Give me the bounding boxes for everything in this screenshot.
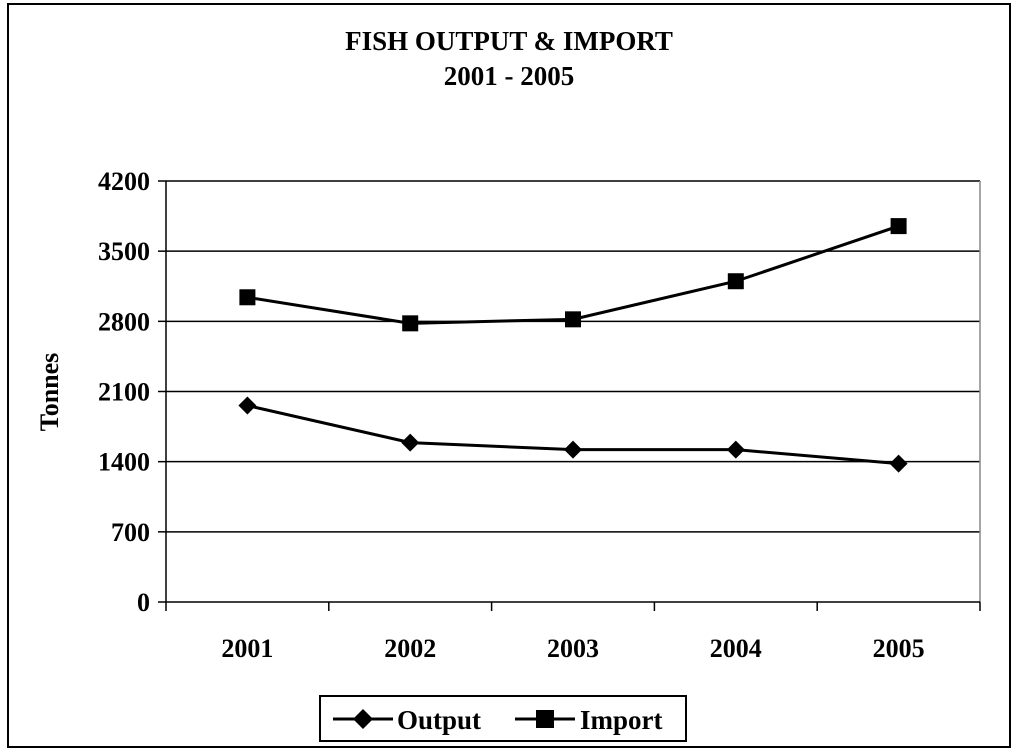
gridlines [166,180,980,533]
x-tick-label: 2002 [384,634,436,663]
chart-frame [7,3,1011,748]
output-point [889,454,908,473]
y-tick-label: 2100 [98,378,150,407]
output-point [564,440,582,459]
chart-title: FISH OUTPUT & IMPORT [345,26,673,56]
series-import [239,218,907,332]
y-tick-label: 2800 [98,307,150,336]
import-point [565,311,581,328]
series-output [238,396,908,473]
x-tick-label: 2001 [221,634,273,663]
x-tick-label: 2005 [873,634,925,663]
import-point [402,315,419,332]
legend-item-import: Import [515,705,663,735]
y-tick-label: 0 [137,588,150,617]
output-point [238,396,257,415]
y-tick-label: 1400 [98,448,150,477]
series-line-import [247,224,900,325]
x-tick-label: 2003 [547,634,599,663]
legend-marker-output [353,709,373,729]
import-point [727,273,744,290]
axes [158,180,981,611]
y-axis-label: Tonnes [35,353,64,432]
y-tick-labels: 0 700 1400 2100 2800 3500 4200 [98,167,150,617]
legend-label-output: Output [397,705,481,735]
chart-subtitle: 2001 - 2005 [444,61,575,91]
legend: Output Import [319,695,687,742]
series [238,218,908,473]
x-tick-labels: 2001 2002 2003 2004 2005 [221,634,924,663]
y-tick-label: 700 [111,518,150,547]
legend-label-import: Import [580,705,663,735]
output-point [401,433,420,452]
import-point [890,218,907,235]
legend-marker-import [536,710,554,728]
output-point [726,440,745,459]
y-tick-label: 4200 [98,167,150,196]
legend-item-output: Output [333,705,481,735]
import-point [239,289,256,306]
x-tick-label: 2004 [710,634,762,663]
y-tick-label: 3500 [98,237,150,266]
